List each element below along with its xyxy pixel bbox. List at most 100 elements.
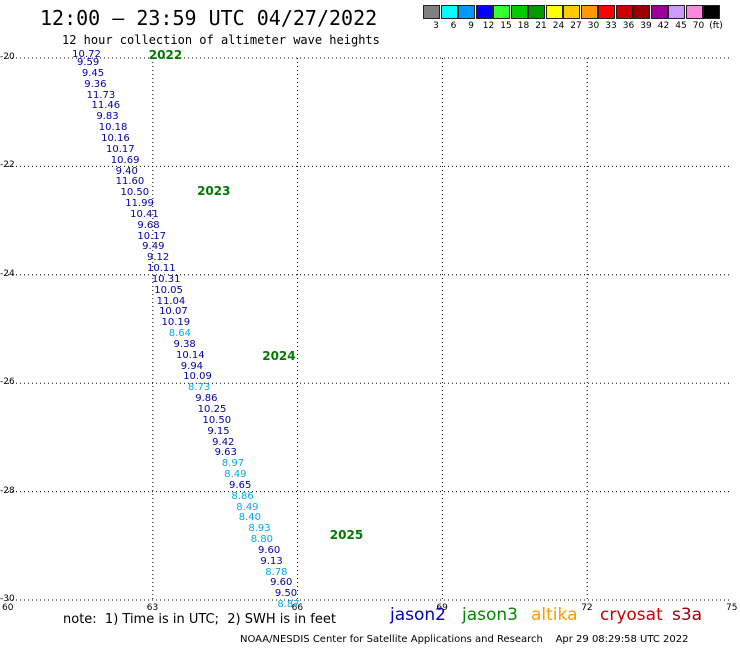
wave-height-value: 9.94 — [180, 360, 204, 372]
credit-line: NOAA/NESDIS Center for Satellite Applica… — [240, 634, 689, 645]
wave-height-value: 9.50 — [274, 588, 298, 600]
lon-tick-label: 72 — [581, 603, 593, 613]
time-marker-label: 2025 — [329, 527, 364, 542]
satellite-legend-item: altika — [531, 605, 578, 625]
wave-height-value: 10.31 — [151, 273, 181, 285]
map-subtitle: 12 hour collection of altimeter wave hei… — [62, 33, 380, 47]
color-legend-label: 42 — [657, 21, 670, 31]
color-legend-label: 24 — [552, 21, 565, 31]
color-swatch — [563, 5, 580, 19]
wave-height-value: 8.78 — [265, 566, 288, 578]
lat-tick-label: -20 — [0, 52, 15, 62]
wave-height-value: 10.50 — [120, 187, 150, 199]
color-swatch — [615, 5, 633, 19]
color-swatch — [598, 5, 615, 19]
wave-height-value: 8.49 — [236, 501, 259, 513]
color-legend-label: 39 — [640, 21, 652, 31]
lat-tick-label: -30 — [0, 594, 15, 604]
wave-height-value: 8.97 — [221, 458, 245, 470]
color-swatch — [493, 5, 510, 19]
color-swatch — [703, 5, 720, 19]
wave-height-value: 9.15 — [207, 425, 230, 437]
wave-height-value: 9.40 — [115, 165, 138, 177]
color-legend-label: 45 — [675, 21, 687, 31]
wave-height-value: 11.99 — [125, 198, 154, 210]
wave-height-value: 10.07 — [159, 306, 188, 318]
wave-height-value: 10.50 — [202, 414, 232, 426]
color-legend-label: 12 — [482, 21, 495, 31]
color-legend-label: 27 — [570, 21, 582, 31]
wave-height-value: 10.17 — [137, 230, 166, 242]
wave-height-value: 8.64 — [168, 328, 191, 340]
lon-tick-label: 63 — [146, 603, 159, 613]
color-legend-label: 21 — [535, 21, 547, 31]
wave-height-value: 8.80 — [250, 534, 274, 546]
wave-height-value: 10.05 — [154, 284, 183, 296]
wave-height-value: 11.73 — [86, 89, 116, 101]
satellite-legend-item: jason2 — [390, 605, 446, 625]
wave-height-value: 9.65 — [229, 479, 252, 491]
color-swatch — [580, 5, 598, 19]
wave-height-value: 9.45 — [81, 67, 105, 79]
color-legend-label: 36 — [622, 21, 635, 31]
wave-height-value: 9.36 — [84, 78, 107, 90]
satellite-legend-item: jason3 — [462, 605, 518, 625]
wave-height-value: 9.63 — [214, 447, 237, 459]
wave-height-value: 9.49 — [142, 241, 165, 253]
color-swatch — [475, 5, 493, 19]
color-swatch — [458, 5, 475, 19]
color-swatch — [685, 5, 703, 19]
color-legend-label: 33 — [605, 21, 617, 31]
satellite-legend-item: cryosat — [600, 605, 663, 625]
wave-height-value: 10.14 — [175, 349, 205, 361]
color-swatch — [668, 5, 685, 19]
lon-tick-label: 69 — [436, 603, 448, 613]
color-swatch — [650, 5, 668, 19]
wave-height-value: 10.18 — [98, 122, 128, 134]
color-swatch — [510, 5, 528, 19]
color-legend-label: 18 — [517, 21, 530, 31]
footer-note: note: 1) Time is in UTC; 2) SWH is in fe… — [63, 612, 336, 627]
wave-height-value: 8.73 — [188, 382, 211, 394]
wave-height-value: 9.60 — [270, 577, 293, 589]
lat-tick-label: -26 — [0, 377, 15, 388]
color-swatch — [545, 5, 563, 19]
color-legend-label: 15 — [500, 21, 512, 31]
wave-height-value: 10.19 — [161, 317, 191, 329]
time-marker-label: 2023 — [197, 183, 231, 198]
wave-height-value: 10.09 — [183, 371, 212, 383]
color-swatch — [423, 5, 440, 19]
wave-height-value: 10.16 — [101, 133, 130, 144]
wave-height-value: 9.12 — [147, 252, 170, 264]
lat-tick-label: -24 — [0, 268, 15, 279]
wave-height-value: 10.11 — [147, 263, 176, 275]
wave-height-value: 9.59 — [77, 57, 100, 69]
color-legend-label: 6 — [450, 21, 457, 31]
wave-height-value: 11.46 — [91, 100, 121, 112]
satellite-legend-item: s3a — [672, 605, 703, 625]
wave-height-value: 8.87 — [277, 599, 300, 611]
wave-height-value: 9.68 — [137, 219, 160, 231]
wave-height-value: 10.69 — [110, 154, 140, 166]
wave-height-value: 9.86 — [195, 393, 218, 405]
lon-tick-label: 75 — [726, 603, 738, 613]
time-marker-label: 2022 — [148, 48, 183, 62]
wave-height-value: 10.25 — [197, 404, 227, 415]
wave-height-value: 9.60 — [258, 544, 281, 556]
color-legend-label: 9 — [468, 21, 474, 31]
wave-height-value: 8.93 — [248, 523, 271, 535]
wave-height-value: 11.60 — [115, 176, 145, 188]
color-legend-label: (ft) — [709, 21, 723, 31]
wave-height-value: 8.86 — [231, 490, 254, 502]
wave-height-value: 9.13 — [260, 555, 283, 567]
lon-tick-label: 60 — [2, 603, 14, 613]
color-swatch — [440, 5, 458, 19]
wave-height-value: 9.83 — [96, 111, 119, 123]
lon-tick-label: 66 — [291, 603, 304, 613]
color-legend-label: 30 — [587, 21, 600, 31]
wave-height-value: 8.40 — [238, 512, 261, 524]
wave-height-value: 11.04 — [156, 295, 186, 307]
lat-tick-label: -22 — [0, 160, 15, 171]
wave-height-value: 10.72 — [72, 49, 101, 60]
map-title: 12:00 – 23:59 UTC 04/27/2022 — [40, 6, 378, 30]
